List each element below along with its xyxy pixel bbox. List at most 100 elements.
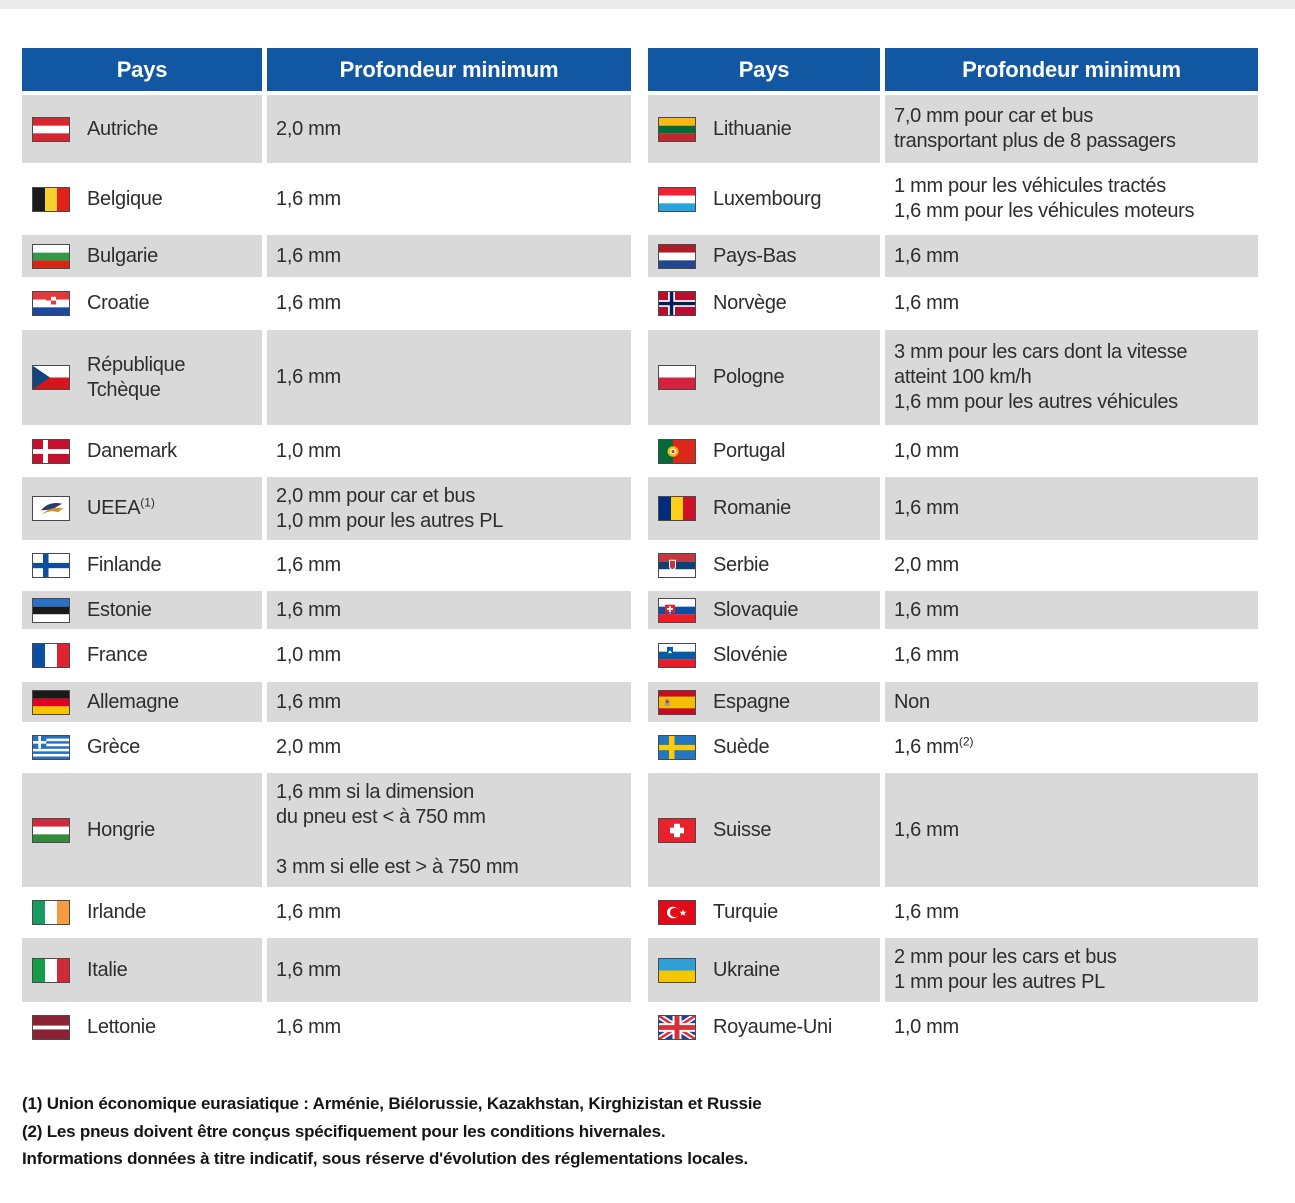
country-name: Croatie <box>87 292 150 314</box>
country-name: Irlande <box>87 901 147 923</box>
country-name: Suisse <box>713 818 772 841</box>
country-flag-icon <box>658 291 696 316</box>
depth-value: 1,6 mm <box>894 901 959 923</box>
depth-value: 1,6 mm <box>276 1016 341 1038</box>
value-cell: 1,6 mm <box>267 591 631 629</box>
country-cell: Danemark <box>22 429 262 473</box>
country-name: Finlande <box>87 554 162 576</box>
depth-value: 1 mm pour les véhicules tractés 1,6 mm p… <box>894 175 1195 222</box>
country-cell: Pays-Bas <box>648 235 880 277</box>
country-cell: Bulgarie <box>22 235 262 277</box>
country-flag-icon <box>658 365 696 390</box>
depth-value: 1,6 mm <box>894 292 959 314</box>
country-flag-icon <box>32 689 70 715</box>
country-name: Allemagne <box>87 690 179 713</box>
depth-value: Non <box>894 690 930 713</box>
country-flag-icon <box>658 1015 696 1040</box>
depth-value: 1,0 mm <box>276 439 341 462</box>
country-flag-icon <box>32 900 70 925</box>
country-flag-icon <box>658 900 696 925</box>
country-flag-icon <box>32 817 70 843</box>
value-cell: 1,0 mm <box>267 633 631 678</box>
country-cell: Autriche <box>22 95 262 163</box>
country-name: République Tchèque <box>87 353 186 401</box>
depth-value: 1,6 mm <box>276 244 341 267</box>
footnote-line: (1) Union économique eurasiatique : Armé… <box>22 1094 762 1113</box>
country-name: Norvège <box>713 292 787 314</box>
country-name: Italie <box>87 958 128 981</box>
country-cell: Slovénie <box>648 633 880 678</box>
value-cell: 1,6 mm <box>267 891 631 934</box>
country-cell: Lithuanie <box>648 95 880 163</box>
country-name: Serbie <box>713 554 770 576</box>
country-name: Romanie <box>713 497 791 519</box>
value-cell: 1,6 mm <box>267 682 631 722</box>
value-cell: 1,6 mm <box>267 167 631 231</box>
country-cell: Pologne <box>648 330 880 425</box>
country-name: Royaume-Uni <box>713 1016 832 1038</box>
country-flag-icon <box>32 496 70 521</box>
country-cell: Serbie <box>648 544 880 587</box>
value-cell: 1,6 mm <box>885 773 1258 887</box>
depth-value: 1,6 mm <box>894 497 959 519</box>
value-cell: 1,6 mm <box>267 281 631 326</box>
depth-value: 1,6 mm <box>276 598 341 621</box>
value-cell: 1,6 mm <box>267 1006 631 1049</box>
country-flag-icon <box>32 643 70 668</box>
header-cell-profondeur-left: Profondeur minimum <box>267 48 631 91</box>
country-flag-icon <box>658 438 696 464</box>
country-cell: Irlande <box>22 891 262 934</box>
country-cell: UEEA(1) <box>22 477 262 540</box>
value-cell: 1,6 mm <box>267 938 631 1002</box>
country-flag-icon <box>32 116 70 142</box>
country-cell: Suède <box>648 726 880 769</box>
depth-value: 1,6 mm <box>276 958 341 981</box>
value-cell: 1,6 mm <box>885 477 1258 540</box>
footnote-line: (2) Les pneus doivent être conçus spécif… <box>22 1121 666 1141</box>
value-cell: 1,6 mm <box>885 591 1258 629</box>
country-cell: Luxembourg <box>648 167 880 231</box>
depth-value: 2,0 mm <box>894 554 959 576</box>
country-flag-icon <box>658 597 696 623</box>
country-cell: Royaume-Uni <box>648 1006 880 1049</box>
footnotes: (1) Union économique eurasiatique : Armé… <box>22 1090 1295 1173</box>
country-cell: Croatie <box>22 281 262 326</box>
value-cell: 1,6 mm <box>885 235 1258 277</box>
country-flag-icon <box>658 116 696 142</box>
depth-value: 1,6 mm si la dimension du pneu est < à 7… <box>276 781 519 878</box>
country-flag-icon <box>32 597 70 623</box>
depth-value: 1,6 mm <box>276 901 341 923</box>
country-cell: Norvège <box>648 281 880 326</box>
country-name: Slovaquie <box>713 598 799 621</box>
country-name: Turquie <box>713 901 778 923</box>
value-cell: 2,0 mm <box>267 726 631 769</box>
depth-value: 1,6 mm <box>894 818 959 841</box>
country-flag-icon <box>658 553 696 578</box>
country-cell: Finlande <box>22 544 262 587</box>
value-cell: 1,6 mm <box>267 544 631 587</box>
country-flag-icon <box>658 735 696 760</box>
country-name: Lithuanie <box>713 117 792 140</box>
country-name: Grèce <box>87 736 140 758</box>
country-name: Belgique <box>87 187 163 210</box>
country-cell: République Tchèque <box>22 330 262 425</box>
value-cell: 1,0 mm <box>267 429 631 473</box>
country-cell: Turquie <box>648 891 880 934</box>
value-cell: 7,0 mm pour car et bus transportant plus… <box>885 95 1258 163</box>
value-cell: 1,6 mm <box>885 891 1258 934</box>
value-cell: 1,6 mm <box>885 281 1258 326</box>
top-border-strip <box>0 0 1295 9</box>
country-flag-icon <box>32 186 70 212</box>
depth-value: 1,0 mm <box>276 644 341 666</box>
country-name: Autriche <box>87 117 158 140</box>
country-flag-icon <box>32 291 70 316</box>
depth-value: 1,6 mm <box>894 598 959 621</box>
depth-value: 1,6 mm <box>276 292 341 314</box>
value-cell: 1,6 mm <box>267 330 631 425</box>
country-cell: Slovaquie <box>648 591 880 629</box>
depth-value: 1,6 mm <box>894 644 959 666</box>
country-flag-icon <box>32 243 70 269</box>
country-name: Slovénie <box>713 644 788 666</box>
value-cell: 1 mm pour les véhicules tractés 1,6 mm p… <box>885 167 1258 231</box>
country-cell: Lettonie <box>22 1006 262 1049</box>
